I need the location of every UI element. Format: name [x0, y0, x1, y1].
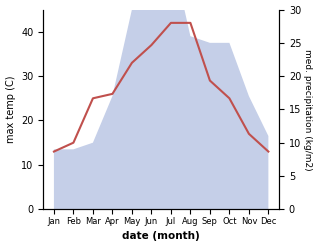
- Y-axis label: max temp (C): max temp (C): [5, 76, 16, 143]
- Y-axis label: med. precipitation (kg/m2): med. precipitation (kg/m2): [303, 49, 313, 170]
- X-axis label: date (month): date (month): [122, 231, 200, 242]
